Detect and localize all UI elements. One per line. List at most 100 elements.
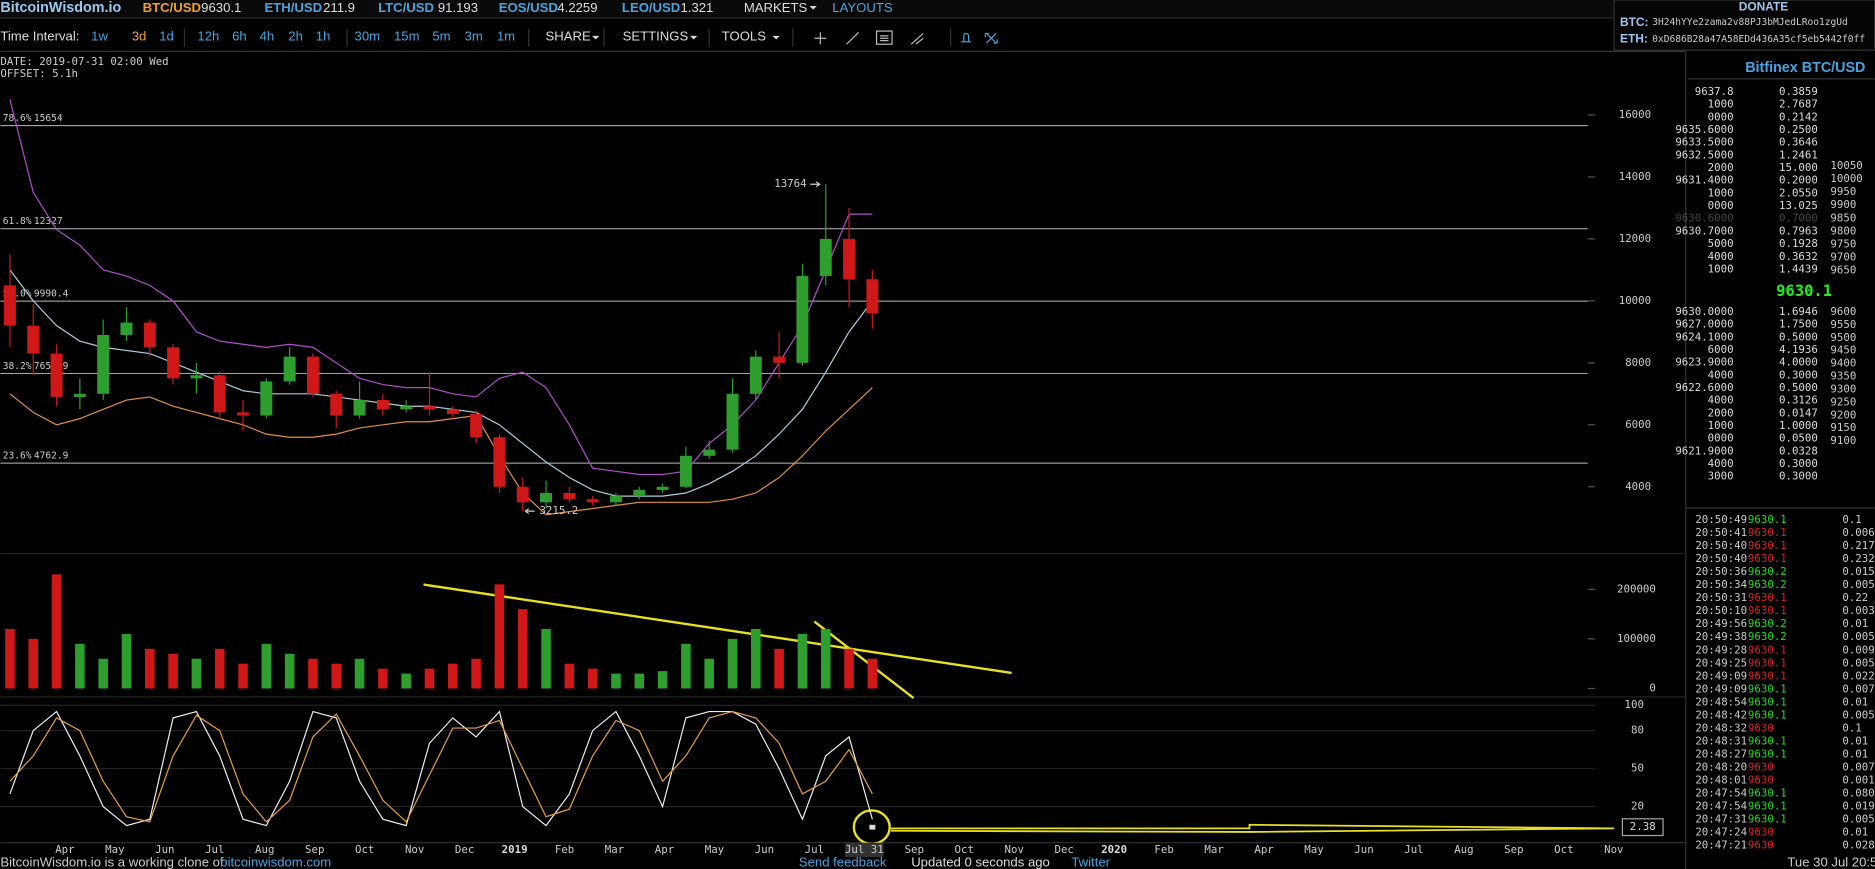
pen-icon[interactable] (910, 33, 924, 45)
candle-body (843, 238, 856, 280)
bid-amount: 0.0328 (1779, 444, 1818, 457)
x-tick-label: Aug (1454, 843, 1473, 856)
depth-label: 9150 (1830, 421, 1856, 434)
ticker-symbol[interactable]: LEO/USD (622, 0, 680, 15)
toolbar-menu[interactable]: SETTINGS (623, 29, 689, 44)
candle-body (516, 486, 529, 503)
bid-amount: 0.3000 (1779, 470, 1818, 483)
candle-body (3, 285, 16, 326)
candle-body (493, 437, 506, 487)
interval-button[interactable]: 1h (316, 29, 331, 44)
interval-button[interactable]: 2h (288, 29, 303, 44)
x-tick-label: Dec (455, 843, 474, 856)
candle-body (470, 413, 483, 438)
price-annotation: 13764 (774, 177, 806, 190)
interval-button[interactable]: 3m (465, 29, 483, 44)
band-line (9, 269, 873, 497)
volume-bar (238, 663, 248, 689)
y-tick-label: 20 (1631, 800, 1644, 813)
trade-amount: 0.015 (1842, 565, 1874, 578)
interval-button[interactable]: 4h (260, 29, 275, 44)
ticker-symbol[interactable]: BTC/USD (143, 0, 201, 15)
ask-amount: 0.7000 (1779, 212, 1818, 225)
donate-address[interactable]: 0xD686B28a47A58EDd436A35cf5eb5442f0ff (1652, 34, 1865, 45)
donate-coin: BTC: (1620, 15, 1649, 29)
trade-price: 9630.2 (1748, 578, 1787, 591)
interval-button[interactable]: 1w (91, 29, 108, 44)
interval-button[interactable]: 30m (355, 29, 381, 44)
ticker-symbol[interactable]: EOS/USD (499, 0, 558, 15)
depth-label: 10050 (1830, 159, 1862, 172)
interval-button[interactable]: 15m (394, 29, 420, 44)
candle-body (540, 493, 553, 503)
fullscreen-icon[interactable] (984, 32, 998, 44)
bid-amount: 0.3000 (1779, 368, 1818, 381)
ask-price: 9630.7000 (1675, 224, 1733, 237)
candle-body (703, 449, 716, 456)
fib-value: 15654 (34, 113, 63, 124)
ask-amount: 0.3646 (1779, 136, 1818, 149)
volume-bar (145, 648, 155, 689)
fib-value: 12327 (34, 216, 63, 227)
trade-amount: 0.1 (1842, 513, 1861, 526)
ask-amount: 0.3859 (1779, 85, 1818, 98)
x-tick-label: Jul 31 (845, 843, 884, 856)
trade-price: 9630.1 (1748, 813, 1787, 826)
twitter-link[interactable]: Twitter (1071, 854, 1110, 869)
menu-item[interactable]: LAYOUTS (832, 0, 893, 15)
interval-button[interactable]: 1d (159, 29, 174, 44)
x-tick-label: 2019 (502, 843, 528, 856)
crosshair-icon[interactable] (814, 32, 827, 45)
alert-icon[interactable] (961, 32, 971, 43)
stoch-line (9, 710, 873, 827)
volume-bar (98, 658, 108, 689)
line-icon[interactable] (846, 31, 860, 45)
ticker-symbol[interactable]: ETH/USD (265, 0, 323, 15)
annotation-arrow (524, 508, 535, 515)
volume-bar (168, 653, 178, 689)
footer-link[interactable]: bitcoinwisdom.com (220, 854, 331, 869)
clock: Tue 30 Jul 20:5 (1787, 854, 1875, 869)
candle-body (423, 406, 436, 410)
feedback-link[interactable]: Send feedback (799, 854, 887, 869)
logo[interactable]: BitcoinWisdom.io (0, 0, 121, 16)
interval-button[interactable]: 12h (197, 29, 219, 44)
ticker-symbol[interactable]: LTC/USD (378, 0, 434, 15)
x-tick-label: Sep (1504, 843, 1523, 856)
interval-button[interactable]: 1m (497, 29, 515, 44)
drawing-tools[interactable] (814, 30, 998, 45)
trade-price: 9630.1 (1748, 682, 1787, 695)
donate-address[interactable]: 3H24hYYe2zama2v88PJ3bMJedLRoo1zgUd (1652, 17, 1847, 28)
candle-body (27, 325, 40, 354)
interval-button[interactable]: 3d (132, 29, 147, 44)
info-line: OFFSET: 5.1h (0, 67, 78, 80)
bid-price: 9623.9000 (1675, 356, 1733, 369)
menu-item[interactable]: MARKETS (744, 0, 808, 15)
menu-icon[interactable] (875, 30, 893, 45)
dropdown-arrow (592, 35, 600, 40)
ask-amount: 2.0550 (1779, 186, 1818, 199)
volume-bar (284, 653, 295, 689)
volume-bar (378, 668, 388, 689)
volume-bar (5, 628, 15, 689)
volume-bar (844, 648, 854, 689)
toolbar-menu[interactable]: SHARE (546, 29, 591, 44)
interval-button[interactable]: 5m (432, 29, 450, 44)
ask-price: 9633.5000 (1675, 136, 1733, 149)
fib-label: 50.0% (3, 288, 32, 299)
y-tick-label: 100000 (1617, 632, 1656, 645)
interval-button[interactable]: 6h (232, 29, 247, 44)
toolbar-menu[interactable]: TOOLS (722, 29, 766, 44)
stoch-value-box (1621, 818, 1664, 837)
bid-price: 9624.1000 (1675, 330, 1733, 343)
x-tick-label: Jun (155, 843, 174, 856)
bid-price: 9627.0000 (1675, 318, 1733, 331)
trade-time: 20:48:01 (1695, 774, 1747, 787)
ask-price: 0000 (1708, 110, 1734, 123)
x-tick-label: Mar (1204, 843, 1224, 856)
volume-bar (867, 658, 878, 689)
trade-price: 9630.1 (1748, 747, 1787, 760)
candle-body (446, 409, 459, 414)
trade-amount: 0.1 (1842, 721, 1861, 734)
trade-price: 9630.1 (1748, 708, 1787, 721)
